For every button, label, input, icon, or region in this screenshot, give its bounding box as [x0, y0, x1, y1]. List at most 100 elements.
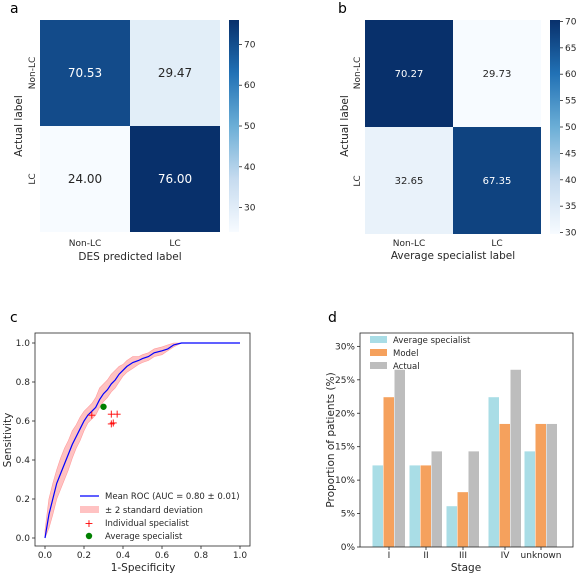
bar-ytick-label: 20%	[335, 409, 355, 419]
heatmap-b-value-0-1: 29.73	[483, 69, 512, 80]
roc-legend-average-label: Average specialist	[105, 532, 183, 542]
bar-actual	[394, 369, 405, 547]
bar-actual	[431, 451, 442, 547]
heatmap-b-value-1-1: 67.35	[483, 176, 512, 187]
bar-model	[499, 423, 510, 547]
roc-xtick-label: 0.2	[77, 551, 91, 561]
colorbar-tick-label: 35	[565, 202, 576, 212]
heatmap-a-cell-1-0	[40, 126, 130, 232]
heatmap-b-value-1-0: 32.65	[395, 176, 424, 187]
bar-average-specialist	[446, 506, 457, 547]
bar-xtick-label: II	[423, 551, 428, 561]
panel-letter-d: d	[328, 310, 337, 326]
bar-axes-frame	[359, 332, 574, 548]
bar-model	[457, 492, 468, 547]
heatmap-b-colorbar	[550, 20, 560, 234]
colorbar-tick-label: 55	[565, 97, 576, 107]
heatmap-a-cell-0-0	[40, 20, 130, 126]
bar-legend-actual-label: Actual	[393, 362, 420, 372]
roc-axes-frame	[34, 332, 251, 547]
bar-average-specialist	[488, 397, 499, 547]
colorbar-tick-label: 50	[565, 123, 577, 133]
roc-legend-band-label: ± 2 standard deviation	[105, 506, 203, 516]
roc-xtick-label: 1.0	[233, 551, 248, 561]
panel-letter-a: a	[10, 1, 19, 17]
bar-ytick-label: 0%	[341, 543, 356, 553]
roc-legend-plus-swatch: +	[84, 517, 93, 530]
bar-average-specialist	[524, 451, 535, 547]
roc-ytick-label: 0.2	[16, 495, 30, 505]
heatmap-b-colorbar-ticks: 30 35 40 45 50 55 60 65 70	[560, 17, 577, 239]
heatmap-a-col-label-1: LC	[169, 239, 180, 249]
bar-ytick-label: 10%	[335, 476, 355, 486]
bar-ytick-label: 25%	[335, 376, 355, 386]
roc-individual-specialists	[88, 410, 121, 428]
heatmap-a-value-1-0: 24.00	[68, 172, 102, 186]
colorbar-tick-label: 70	[565, 17, 577, 27]
colorbar-tick-label: 50	[244, 122, 256, 132]
roc-ylabel: Sensitivity	[2, 413, 14, 468]
heatmap-a-value-0-0: 70.53	[68, 66, 102, 80]
heatmap-a-value-1-1: 76.00	[158, 172, 192, 186]
bar-xtick-label: IV	[501, 551, 511, 561]
individual-specialist-point	[88, 411, 96, 419]
roc-xtick-label: 0.6	[155, 551, 170, 561]
heatmap-a-row-label-1: LC	[28, 173, 38, 184]
bar-legend-swatch-model	[370, 349, 387, 356]
bar-actual	[468, 451, 479, 547]
roc-legend-band-swatch	[80, 506, 99, 513]
roc-ytick-label: 0.8	[16, 378, 31, 388]
roc-average-specialist	[100, 403, 107, 410]
colorbar-tick-label: 65	[565, 44, 576, 54]
heatmap-a-xlabel: DES predicted label	[78, 251, 181, 263]
individual-specialist-point	[107, 420, 115, 428]
bar-legend-swatch-average	[370, 336, 387, 343]
roc-xtick-label: 0.8	[194, 551, 209, 561]
heatmap-b-cell-1-1	[453, 127, 541, 234]
bar-average-specialist	[372, 465, 383, 547]
heatmap-b-col-label-1: LC	[491, 239, 502, 249]
roc-xtick-label: 0.0	[38, 551, 53, 561]
heatmap-a-ylabel: Actual label	[13, 95, 25, 157]
heatmap-b-row-label-1: LC	[353, 175, 363, 186]
roc-ytick-label: 0.6	[16, 417, 31, 427]
roc-ytick-label: 0.0	[16, 534, 31, 544]
roc-legend-mean-label: Mean ROC (AUC = 0.80 ± 0.01)	[105, 492, 240, 502]
average-specialist-point	[100, 403, 107, 410]
heatmap-a-colorbar	[229, 20, 239, 232]
heatmap-a-col-label-0: Non-LC	[69, 239, 102, 249]
bar-actual	[510, 369, 521, 547]
bar-xlabel: Stage	[451, 562, 481, 574]
bar-average-specialist	[409, 465, 420, 547]
heatmap-a-cell-1-1	[130, 126, 220, 232]
bar-legend: Average specialist Model Actual	[370, 336, 471, 372]
individual-specialist-point	[109, 419, 117, 427]
heatmap-b-ylabel: Actual label	[339, 95, 351, 157]
roc-legend: Mean ROC (AUC = 0.80 ± 0.01) ± 2 standar…	[80, 492, 240, 542]
heatmap-a-value-0-1: 29.47	[158, 66, 192, 80]
colorbar-tick-label: 60	[244, 81, 256, 91]
colorbar-tick-label: 60	[565, 70, 577, 80]
heatmap-b-xlabel: Average specialist label	[391, 250, 515, 262]
heatmap-a: 70.53 29.47 24.00 76.00 Non-LC LC Non-LC…	[13, 20, 256, 263]
heatmap-b-value-0-0: 70.27	[395, 69, 424, 80]
heatmap-b-cell-1-0	[365, 127, 453, 234]
colorbar-tick-label: 30	[244, 204, 256, 214]
roc-chart: 0.0 0.2 0.4 0.6 0.8 1.0 0.0 0.2 0.4 0.6 0.8 1.0 1-S…	[2, 332, 251, 574]
individual-specialist-point	[107, 410, 115, 418]
panel-letter-b: b	[338, 1, 347, 17]
bar-legend-swatch-actual	[370, 362, 387, 369]
heatmap-b-cell-0-1	[453, 20, 541, 127]
colorbar-tick-label: 70	[244, 40, 256, 50]
bar-legend-model-label: Model	[393, 349, 419, 359]
bar-model	[383, 397, 394, 547]
bar-legend-average-label: Average specialist	[393, 336, 471, 346]
stage-bars	[372, 369, 557, 547]
colorbar-tick-label: 30	[565, 229, 577, 239]
heatmap-b-col-label-0: Non-LC	[393, 239, 426, 249]
roc-legend-individual-label: Individual specialist	[105, 519, 190, 529]
heatmap-a-cell-0-1	[130, 20, 220, 126]
heatmap-b-row-label-0: Non-LC	[353, 57, 363, 90]
colorbar-tick-label: 40	[565, 176, 577, 186]
